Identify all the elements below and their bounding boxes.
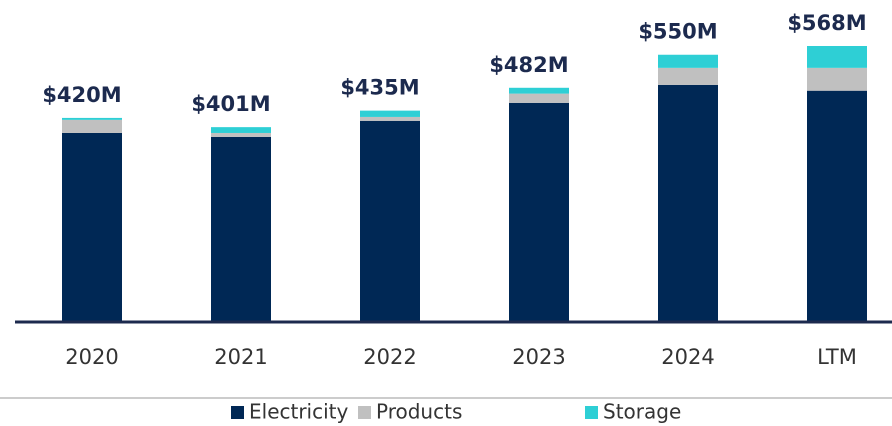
bar-segment xyxy=(360,120,420,322)
bar-segment xyxy=(509,93,569,103)
total-label: $420M xyxy=(42,83,121,107)
x-tick-label: LTM xyxy=(817,345,857,369)
legend-label: Electricity xyxy=(249,400,349,424)
x-tick-label: 2020 xyxy=(65,345,118,369)
total-label: $435M xyxy=(340,76,419,100)
bar-segment xyxy=(509,102,569,322)
x-tick-label: 2022 xyxy=(363,345,416,369)
legend-label: Products xyxy=(376,400,462,424)
bar-segment xyxy=(658,67,718,85)
bar-segment xyxy=(807,67,867,91)
legend-swatch xyxy=(585,406,598,419)
bar-segment xyxy=(62,119,122,133)
total-label: $550M xyxy=(638,20,717,44)
legend-swatch xyxy=(358,406,371,419)
total-label: $568M xyxy=(787,11,866,35)
bar-segment xyxy=(360,110,420,117)
bar-segment xyxy=(62,117,122,120)
bar-segment xyxy=(807,46,867,68)
bar-segment xyxy=(658,84,718,323)
x-tick-label: 2021 xyxy=(214,345,267,369)
bar-segment xyxy=(807,90,867,322)
bar-segment xyxy=(509,87,569,94)
x-tick-label: 2024 xyxy=(661,345,714,369)
legend-swatch xyxy=(231,406,244,419)
legend-label: Storage xyxy=(603,400,681,424)
bar-segment xyxy=(211,136,271,322)
x-tick-label: 2023 xyxy=(512,345,565,369)
total-label: $401M xyxy=(191,92,270,116)
total-label: $482M xyxy=(489,53,568,77)
bar-segment xyxy=(211,127,271,133)
bar-segment xyxy=(62,132,122,322)
bar-segment xyxy=(658,54,718,68)
bar-segment xyxy=(360,116,420,121)
bar-segment xyxy=(211,132,271,137)
